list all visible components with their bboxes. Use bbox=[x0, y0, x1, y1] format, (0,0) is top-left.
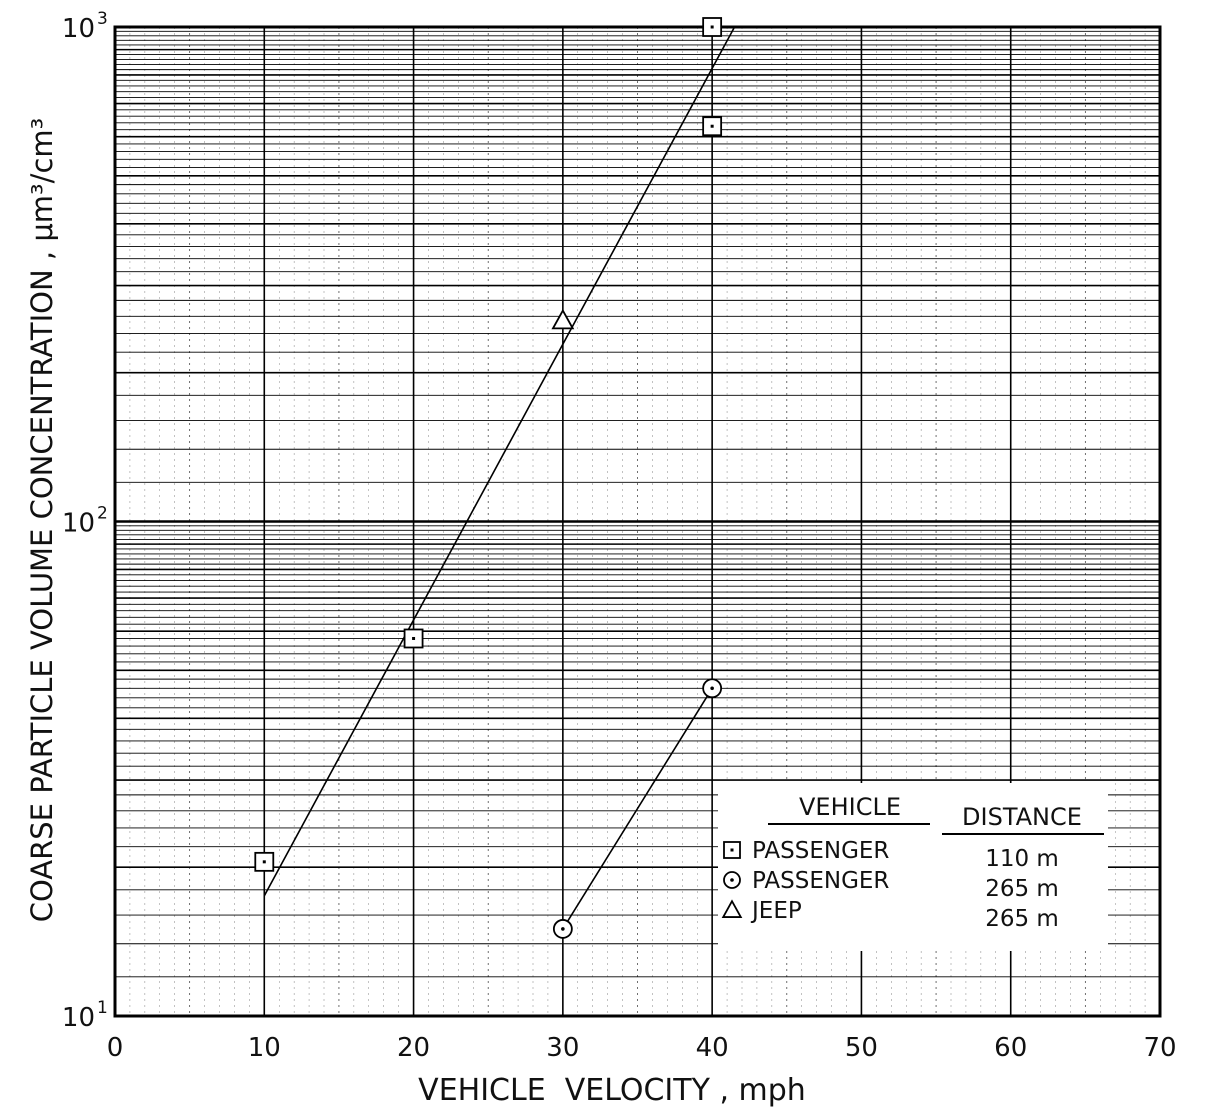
x-tick-label: 70 bbox=[1143, 1033, 1176, 1063]
x-tick-label: 0 bbox=[107, 1033, 124, 1063]
fit-line bbox=[562, 687, 713, 930]
y-tick-label-exponent: 3 bbox=[97, 9, 108, 29]
point-square bbox=[702, 17, 723, 37]
point-circle bbox=[702, 678, 723, 699]
x-tick-label: 30 bbox=[546, 1033, 579, 1063]
legend-box bbox=[718, 783, 1108, 951]
y-tick-label-exponent: 1 bbox=[97, 998, 108, 1018]
x-axis-label: VEHICLE VELOCITY , mph bbox=[418, 1073, 806, 1108]
point-square bbox=[403, 628, 424, 649]
y-tick-label: 10 bbox=[62, 509, 95, 539]
plot-frame bbox=[113, 25, 1162, 1018]
point-square-dot bbox=[710, 25, 714, 29]
y-tick-label: 10 bbox=[62, 14, 95, 44]
fit-line bbox=[263, 26, 736, 897]
legend-header-distance: DISTANCE bbox=[962, 803, 1082, 831]
point-triangle bbox=[551, 308, 575, 330]
y-axis-label: COARSE PARTICLE VOLUME CONCENTRATION , μ… bbox=[25, 118, 59, 923]
legend-header-vehicle: VEHICLE bbox=[799, 793, 901, 821]
x-tick-label: 20 bbox=[397, 1033, 430, 1063]
legend: VEHICLE DISTANCE PASSENGER 110 mPASSENGER… bbox=[718, 783, 1108, 951]
point-circle-dot bbox=[730, 878, 734, 882]
point-triangle bbox=[721, 899, 743, 918]
legend-entry-vehicle: PASSENGER bbox=[752, 838, 889, 864]
legend-entry-distance: 265 m bbox=[985, 876, 1059, 902]
y-tick-label-exponent: 2 bbox=[97, 504, 108, 524]
fit-lines bbox=[263, 26, 736, 930]
legend-entries: PASSENGER 110 m PASSENGER 265 m JEEP 265 m bbox=[721, 838, 1059, 932]
x-tick-label: 40 bbox=[696, 1033, 729, 1063]
point-square bbox=[723, 841, 741, 859]
legend-entry-distance: 110 m bbox=[985, 846, 1059, 872]
point-square-dot bbox=[262, 860, 266, 864]
point-square bbox=[254, 851, 275, 872]
point-circle bbox=[552, 919, 573, 939]
point-circle bbox=[723, 871, 741, 889]
point-square-dot bbox=[710, 124, 714, 128]
point-circle-dot bbox=[561, 927, 565, 931]
legend-entry-distance: 265 m bbox=[985, 906, 1059, 932]
point-square-dot bbox=[730, 848, 734, 852]
x-tick-label: 10 bbox=[248, 1033, 281, 1063]
x-tick-label: 50 bbox=[845, 1033, 878, 1063]
point-square bbox=[702, 116, 723, 137]
data-points bbox=[254, 17, 723, 939]
legend-entry-vehicle: JEEP bbox=[750, 898, 802, 924]
x-tick-label: 60 bbox=[994, 1033, 1027, 1063]
point-circle-dot bbox=[710, 686, 714, 691]
y-tick-label: 10 bbox=[62, 1003, 95, 1033]
point-square-dot bbox=[412, 636, 416, 640]
legend-entry-vehicle: PASSENGER bbox=[752, 868, 889, 894]
